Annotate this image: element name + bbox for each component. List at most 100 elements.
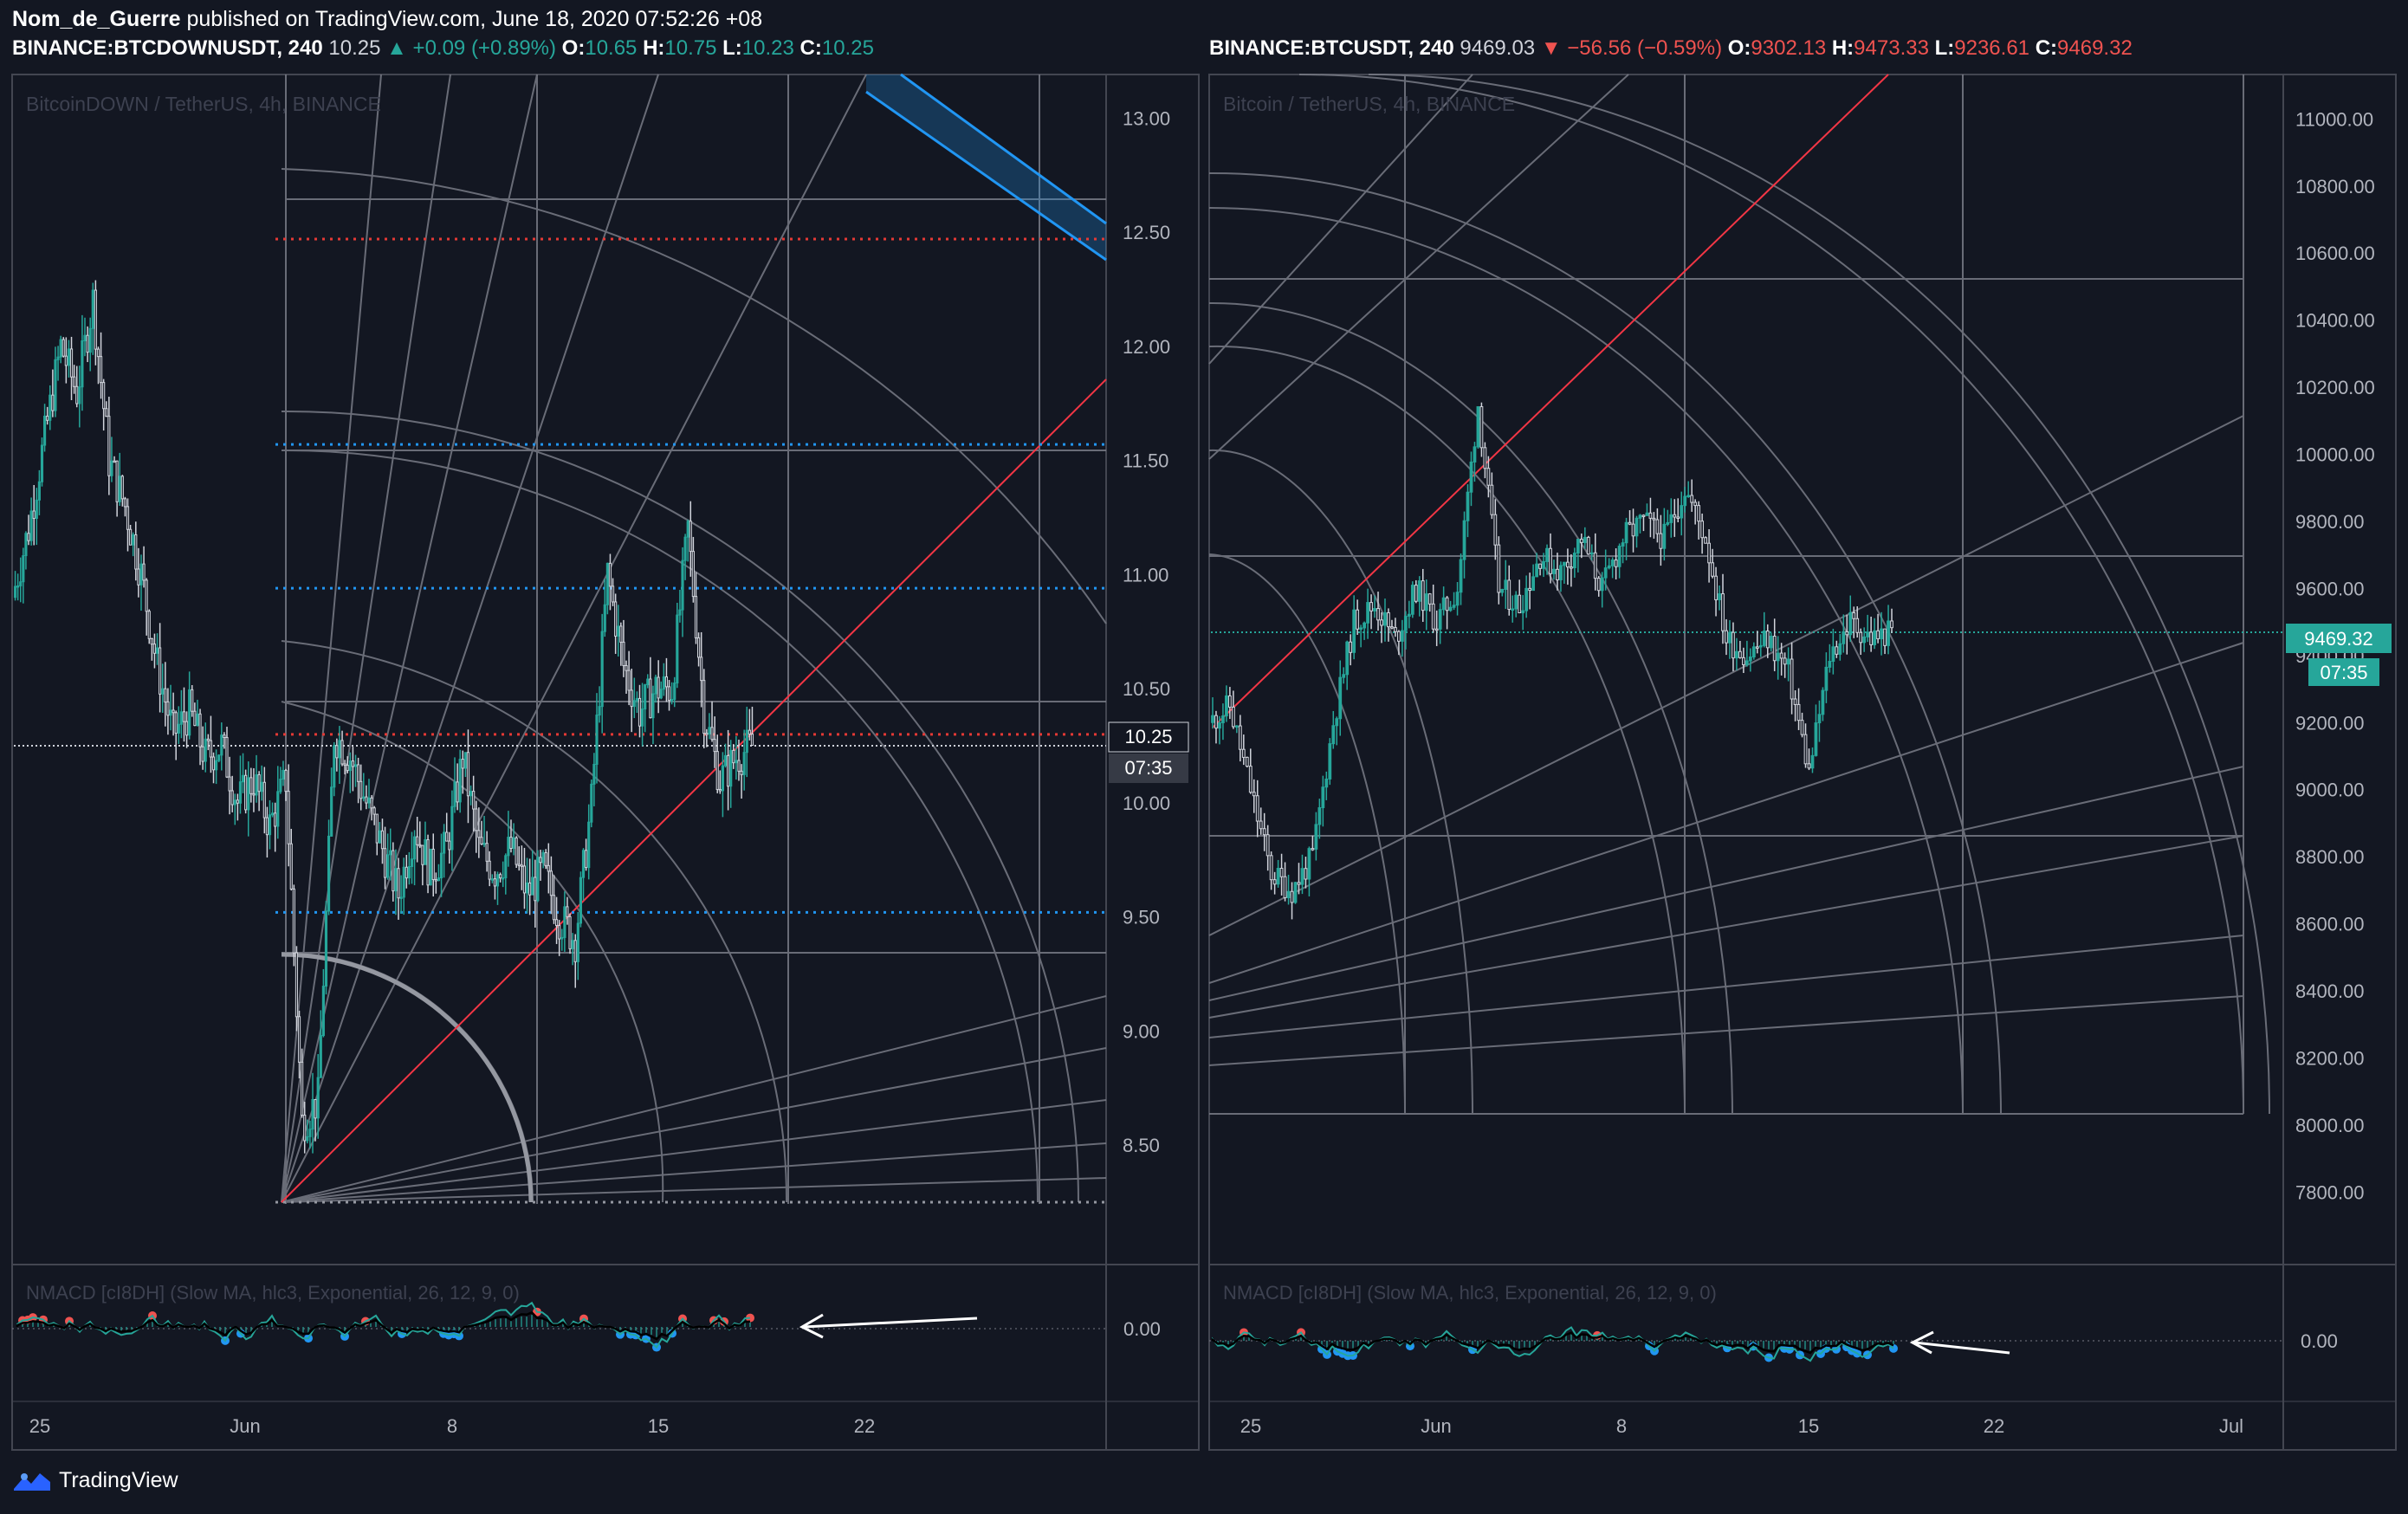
- price-tick: 8400.00: [2295, 980, 2365, 1002]
- candle-body: [64, 355, 68, 366]
- left-gann-angle-ray[interactable]: [281, 378, 1107, 1203]
- right-candles[interactable]: [1211, 402, 1893, 920]
- candle-body: [1314, 824, 1318, 850]
- price-tick: 8000.00: [2295, 1115, 2365, 1136]
- right-symbol[interactable]: BINANCE:BTCUSDT: [1209, 36, 1408, 60]
- candle-body: [644, 684, 647, 710]
- candle-body: [681, 560, 684, 611]
- candle-body: [1445, 597, 1449, 611]
- candle-body: [262, 781, 266, 818]
- candle-body: [1218, 721, 1221, 729]
- candle-body: [1366, 602, 1369, 624]
- candle-body: [1624, 521, 1628, 544]
- candle-body: [1448, 606, 1453, 611]
- candle-body: [297, 1016, 301, 1063]
- candle-body: [1728, 631, 1732, 644]
- candle-body: [1311, 848, 1315, 851]
- candle-body: [1248, 766, 1253, 793]
- right-close: 9469.32: [2057, 36, 2133, 60]
- candle-body: [402, 866, 405, 898]
- right-o-label: O:: [1727, 36, 1751, 60]
- right-countdown-text: 07:35: [2320, 662, 2367, 683]
- candle-body: [547, 864, 550, 872]
- right-symbol-line: BINANCE:BTCUSDT, 240 9469.03 ▼ −56.56 (−…: [1209, 36, 2133, 60]
- macd-line: [16, 1301, 751, 1349]
- candle-body: [544, 851, 547, 866]
- candle-body: [598, 706, 601, 716]
- candle-body: [1538, 563, 1542, 569]
- candle-body: [1711, 562, 1714, 577]
- candle-body: [1552, 568, 1556, 574]
- right-gann-box[interactable]: [1208, 74, 2270, 1115]
- left-time-axis[interactable]: 25 Jun 8 15 22: [29, 1415, 875, 1437]
- candle-body: [1641, 514, 1646, 517]
- candle-body: [469, 791, 473, 797]
- right-countdown-tag: [2308, 658, 2379, 686]
- candle-body: [1438, 609, 1442, 630]
- left-parallel-channel[interactable]: [866, 74, 1106, 260]
- candle-body: [1241, 748, 1246, 758]
- tradingview-logo[interactable]: TradingView: [12, 1468, 178, 1493]
- candle-body: [1421, 580, 1425, 611]
- candle-body: [335, 745, 339, 759]
- candle-body: [1400, 630, 1404, 642]
- candle-body: [188, 689, 191, 736]
- candle-body: [380, 830, 385, 850]
- candle-body: [450, 806, 454, 851]
- candle-body: [1707, 542, 1711, 564]
- candle-body: [713, 739, 716, 753]
- right-nmacd-plot[interactable]: [1211, 1326, 1898, 1362]
- right-time-axis[interactable]: 25 Jun 8 15 22 Jul: [1240, 1415, 2243, 1437]
- right-annotation-arrow[interactable]: [1909, 1330, 2010, 1355]
- candle-body: [252, 793, 256, 796]
- left-candles[interactable]: [13, 280, 754, 1154]
- left-price-axis[interactable]: 13.00 12.50 12.00 11.50 11.00 10.50 10.00 9.50 9…: [1123, 107, 1170, 1156]
- right-change-arrow-icon: ▼: [1540, 36, 1562, 60]
- right-price-axis[interactable]: 11000.00 10800.00 10600.00 10400.00 10200.00…: [2295, 108, 2375, 1203]
- left-nmacd-plot[interactable]: [16, 1301, 754, 1352]
- left-symbol[interactable]: BINANCE:BTCDOWNUSDT: [12, 36, 277, 60]
- right-gann-angle-ray[interactable]: [1212, 74, 1889, 728]
- candle-body: [522, 865, 527, 894]
- candle-body: [488, 860, 491, 880]
- candle-body: [504, 855, 508, 878]
- candle-body: [552, 895, 556, 921]
- left-change: +0.09 (+0.89%): [412, 36, 556, 60]
- candle-body: [301, 1061, 304, 1116]
- candle-body: [1376, 608, 1380, 621]
- candle-body: [306, 1136, 309, 1142]
- candle-body: [463, 752, 467, 769]
- candle-body: [638, 697, 642, 727]
- candle-body: [1397, 631, 1401, 642]
- candle-body: [646, 678, 650, 686]
- candle-body: [1704, 537, 1707, 544]
- candle-body: [1579, 539, 1583, 543]
- price-tick: 10600.00: [2295, 243, 2375, 264]
- candle-body: [142, 563, 146, 581]
- candle-body: [161, 688, 165, 695]
- price-tick: 10400.00: [2295, 310, 2375, 332]
- left-gann-box[interactable]: [281, 74, 1107, 1204]
- candle-body: [1842, 631, 1846, 644]
- candle-body: [233, 799, 236, 806]
- candle-body: [445, 831, 449, 842]
- candle-body: [1890, 620, 1893, 629]
- candle-body: [1745, 660, 1749, 665]
- candle-body: [314, 1098, 317, 1119]
- candle-body: [1697, 505, 1701, 522]
- candle-body: [439, 852, 443, 879]
- left-horizontal-levels[interactable]: [14, 237, 1106, 914]
- candle-body: [614, 601, 618, 637]
- candle-body: [541, 851, 545, 864]
- left-xtick: 15: [648, 1415, 669, 1437]
- candle-body: [73, 376, 76, 387]
- candle-body: [1238, 725, 1242, 750]
- left-countdown-tag: [1109, 754, 1188, 783]
- left-annotation-arrow[interactable]: [799, 1313, 978, 1339]
- candle-body: [735, 760, 738, 764]
- candle-body: [512, 837, 515, 850]
- candle-body: [662, 676, 665, 690]
- candle-body: [182, 711, 186, 722]
- candle-body: [630, 689, 633, 708]
